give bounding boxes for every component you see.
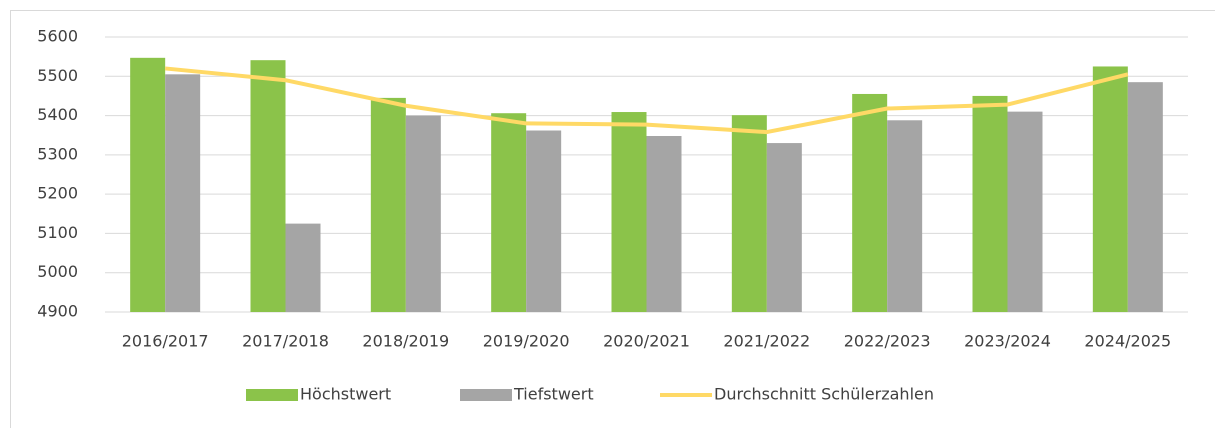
bar: [406, 116, 441, 312]
bar: [526, 131, 561, 313]
x-tick-label: 2017/2018: [242, 332, 329, 351]
legend-label: Höchstwert: [300, 385, 391, 404]
bar: [371, 98, 406, 312]
y-tick-label: 4900: [37, 302, 78, 321]
x-tick-label: 2024/2025: [1084, 332, 1171, 351]
y-tick-label: 5300: [37, 144, 78, 163]
legend-swatch: [460, 389, 512, 401]
x-tick-label: 2016/2017: [122, 332, 209, 351]
bar: [732, 115, 767, 312]
legend-label: Durchschnitt Schülerzahlen: [714, 385, 934, 404]
bar: [1008, 112, 1043, 312]
bar: [286, 224, 321, 312]
bar: [491, 113, 526, 312]
y-tick-label: 5200: [37, 184, 78, 203]
x-tick-label: 2022/2023: [844, 332, 931, 351]
y-tick-label: 5100: [37, 223, 78, 242]
bar: [973, 96, 1008, 312]
bar: [612, 112, 647, 312]
bar: [130, 58, 165, 312]
y-tick-label: 5400: [37, 105, 78, 124]
legend-label: Tiefstwert: [513, 385, 594, 404]
y-tick-label: 5000: [37, 262, 78, 281]
bar: [1128, 82, 1163, 312]
x-tick-label: 2023/2024: [964, 332, 1051, 351]
bar: [165, 74, 200, 312]
x-tick-label: 2021/2022: [723, 332, 810, 351]
y-tick-label: 5600: [37, 27, 78, 46]
y-tick-label: 5500: [37, 66, 78, 85]
x-tick-label: 2018/2019: [362, 332, 449, 351]
bar: [251, 60, 286, 312]
x-tick-label: 2019/2020: [483, 332, 570, 351]
bar: [767, 143, 802, 312]
bar: [1093, 66, 1128, 312]
bar: [852, 94, 887, 312]
legend-swatch: [246, 389, 298, 401]
bar: [647, 136, 682, 312]
x-tick-label: 2020/2021: [603, 332, 690, 351]
bar: [887, 120, 922, 312]
